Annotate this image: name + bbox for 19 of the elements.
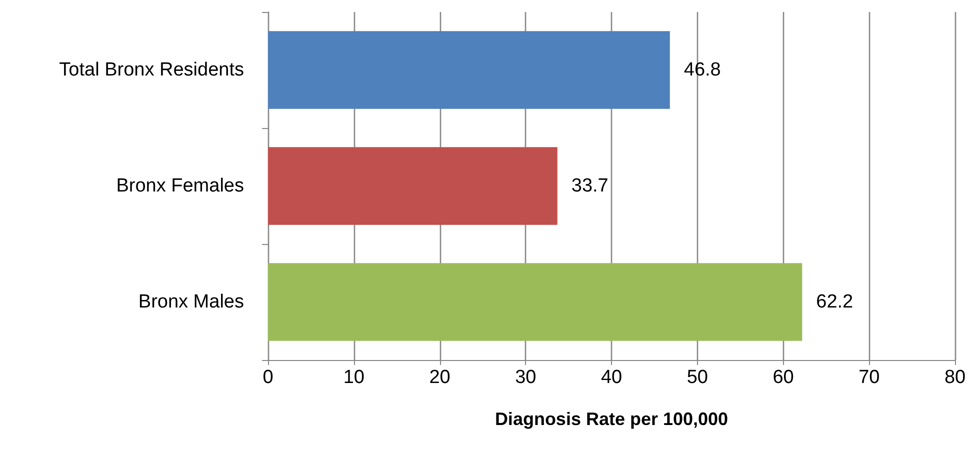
data-label: 62.2	[816, 292, 854, 312]
y-tick-label: Total Bronx Residents	[59, 60, 244, 80]
y-tick-label: Bronx Males	[138, 292, 244, 312]
x-axis-title: Diagnosis Rate per 100,000	[494, 409, 728, 429]
x-tick-label: 60	[772, 367, 794, 388]
x-tick-label: 20	[429, 367, 450, 388]
x-tick-label: 10	[343, 367, 364, 388]
x-tick-label: 0	[262, 367, 274, 388]
x-tick-label: 80	[944, 367, 966, 388]
bar	[268, 263, 802, 341]
data-label: 46.8	[684, 60, 721, 80]
data-label: 33.7	[571, 176, 608, 196]
bar	[268, 31, 670, 109]
x-tick-label: 50	[686, 367, 708, 388]
y-tick-label: Bronx Females	[116, 176, 244, 196]
x-tick-label: 40	[600, 367, 622, 388]
x-tick-label: 30	[515, 367, 536, 388]
bar	[268, 147, 558, 225]
x-tick-label: 70	[858, 367, 880, 388]
